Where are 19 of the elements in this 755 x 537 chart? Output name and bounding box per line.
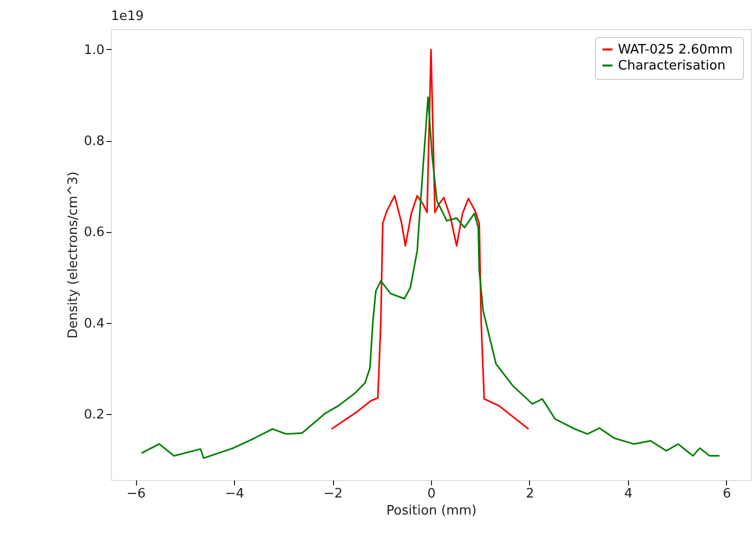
- line-series: [140, 96, 720, 459]
- y-axis-title: Density (electrons/cm^3): [66, 172, 81, 338]
- y-tick-label: 0.2: [84, 407, 104, 422]
- x-tick-label: 2: [526, 486, 534, 502]
- y-tick-label: 0.4: [84, 316, 104, 332]
- x-tick-label: 4: [624, 486, 633, 502]
- legend-label: WAT-025 2.60mm: [618, 42, 733, 58]
- legend-label: Characterisation: [618, 58, 726, 74]
- x-tick-label: −4: [224, 486, 244, 502]
- y-tick-label: 1.0: [84, 43, 104, 58]
- x-tick-label: 6: [722, 486, 732, 502]
- x-tick-label: −2: [323, 486, 343, 502]
- x-tick-label: −6: [126, 486, 146, 502]
- y-tick-label: 0.6: [84, 225, 104, 240]
- y-tick-label: 0.8: [84, 134, 104, 150]
- line-series: [330, 48, 530, 430]
- x-tick-label: 0: [427, 486, 436, 502]
- x-axis-title: Position (mm): [386, 504, 477, 518]
- text: 1e19: [111, 9, 144, 24]
